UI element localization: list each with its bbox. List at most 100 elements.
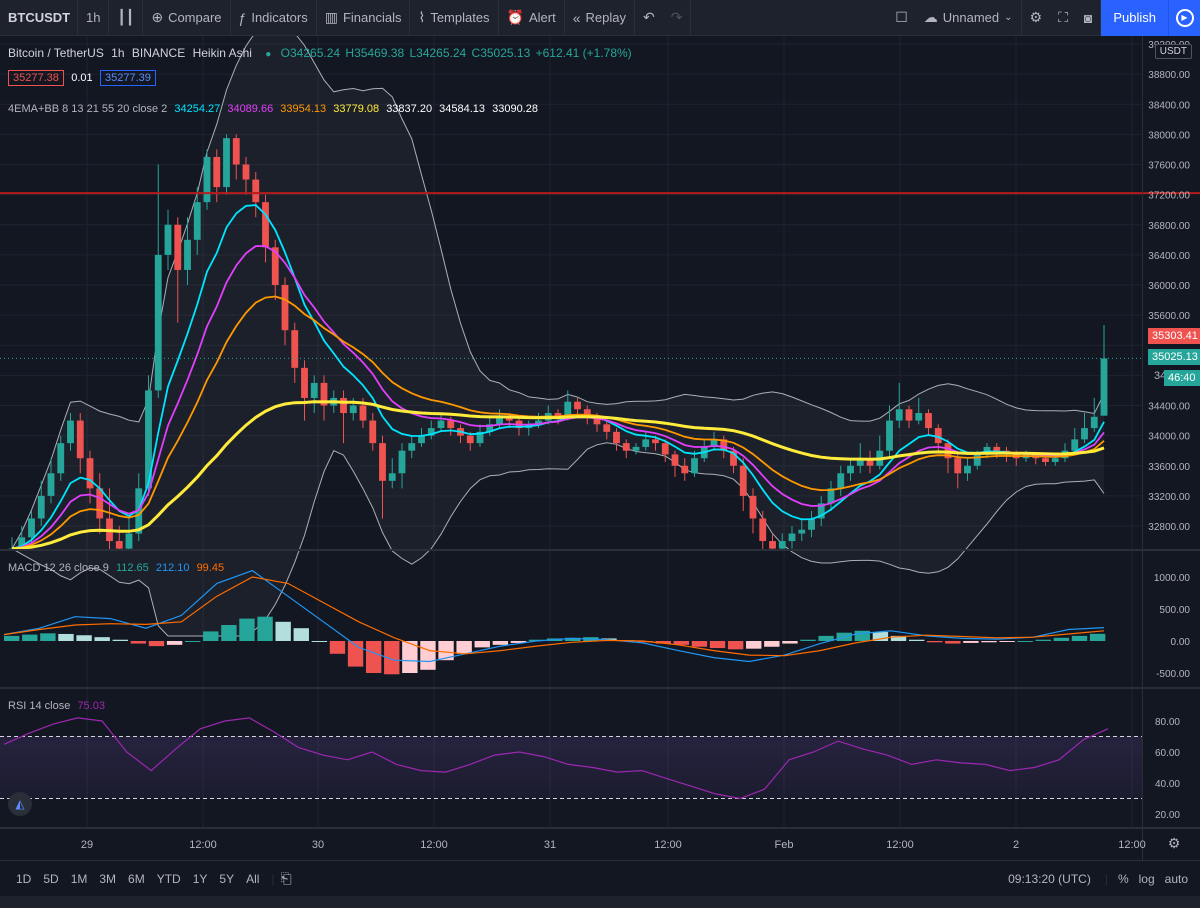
bar-chart-icon: ▥	[324, 9, 338, 25]
candle-body	[18, 537, 26, 549]
candle-body	[232, 138, 240, 165]
legend-interval: 1h	[111, 46, 125, 60]
replay-button[interactable]: « Replay	[565, 0, 635, 36]
range-all[interactable]: All	[246, 871, 260, 886]
candle-body	[184, 239, 191, 270]
macd-histogram-bar	[709, 641, 726, 649]
candle-body	[925, 413, 932, 429]
macd-line-value: 212.10	[155, 562, 190, 574]
ema-legend[interactable]: 4EMA+BB 8 13 21 55 20 close 2 34254.27 3…	[8, 103, 542, 115]
range-1y[interactable]: 1Y	[192, 871, 208, 886]
horizontal-line-37200[interactable]	[0, 192, 1200, 359]
compare-button[interactable]: ⊕ Compare	[143, 0, 231, 36]
redo-icon: ↷	[670, 9, 683, 25]
alert-button[interactable]: ⏰ Alert	[499, 0, 565, 36]
macd-histogram-bar	[890, 635, 907, 641]
macd-histogram-bar	[456, 641, 472, 654]
macd-histogram-bar	[22, 634, 38, 641]
square-icon: ☐	[895, 9, 908, 25]
financials-button[interactable]: ▥ Financials	[317, 0, 411, 36]
candle-body	[1090, 416, 1098, 429]
macd-histogram-bar	[655, 641, 671, 644]
candle-body	[349, 405, 357, 414]
goto-date-icon[interactable]: ⎗	[280, 870, 292, 886]
layout-menu-button[interactable]: ☁ Unnamed ⌄	[916, 0, 1022, 36]
range-5d[interactable]: 5D	[43, 871, 59, 886]
macd-histogram-bar	[203, 631, 219, 641]
undo-button[interactable]: ↶	[635, 0, 663, 36]
cloud-icon: ☁	[923, 9, 938, 25]
candle-body	[466, 435, 474, 444]
macd-histogram-bar	[166, 641, 183, 645]
indicators-button[interactable]: ƒ Indicators	[231, 0, 317, 36]
redo-button[interactable]: ↷	[663, 0, 692, 36]
percent-toggle[interactable]: %	[1117, 871, 1129, 886]
candle-body	[476, 431, 484, 444]
candle-body	[505, 416, 513, 421]
macd-histogram-bar	[492, 641, 509, 645]
pane-separators[interactable]	[0, 36, 1200, 860]
chart-style-button[interactable]: ┃┃	[109, 0, 144, 36]
symbol-search-button[interactable]: BTCUSDT	[0, 0, 78, 36]
candle-body	[1100, 358, 1108, 416]
publish-button[interactable]: Publish	[1101, 0, 1168, 36]
symbol-title[interactable]: Bitcoin / TetherUS	[8, 46, 104, 60]
rsi-legend[interactable]: RSI 14 close 75.03	[8, 700, 109, 712]
main-legend: Bitcoin / TetherUS 1h BINANCE Heikin Ash…	[8, 46, 636, 60]
bar-countdown-tag: 46:40	[1164, 370, 1200, 386]
range-5y[interactable]: 5Y	[219, 871, 235, 886]
price-tick-label: 38000.00	[1148, 130, 1190, 141]
bottom-panel-strip[interactable]	[0, 896, 1200, 908]
play-circle-icon: ▶	[1175, 8, 1194, 27]
range-ytd[interactable]: YTD	[156, 871, 181, 886]
macd-histogram-bar	[1035, 639, 1051, 641]
ema13-line	[11, 245, 1105, 550]
price-axis[interactable]: 39200.0038800.0038400.0038000.0037600.00…	[1148, 40, 1190, 821]
candle-body	[535, 420, 542, 425]
macd-histogram-bar	[800, 639, 816, 641]
time-tick-label: 2	[1013, 839, 1019, 851]
time-tick-label: 30	[312, 839, 324, 851]
publish-menu-button[interactable]: ▶	[1168, 0, 1200, 36]
top-toolbar: BTCUSDT 1h ┃┃ ⊕ Compare ƒ Indicators ▥ Fina…	[0, 0, 1200, 36]
currency-badge[interactable]: USDT	[1154, 44, 1192, 59]
partial-price-label: 34	[1154, 370, 1167, 382]
range-1m[interactable]: 1M	[70, 871, 88, 886]
templates-button[interactable]: ⌇ Templates	[410, 0, 499, 36]
candle-body	[57, 443, 65, 474]
range-1d[interactable]: 1D	[16, 871, 32, 886]
range-6m[interactable]: 6M	[128, 871, 145, 886]
last-price-tag: 35025.13	[1148, 349, 1200, 365]
auto-toggle[interactable]: auto	[1164, 871, 1188, 886]
fullscreen-button[interactable]: ⛶	[1050, 0, 1076, 36]
interval-button[interactable]: 1h	[78, 0, 110, 36]
candle-body	[1051, 458, 1059, 462]
price-tick-label: 35600.00	[1148, 311, 1190, 322]
candle-body	[340, 397, 347, 414]
bottom-toolbar: 1D 5D 1M 3M 6M YTD 1Y 5Y All | ⎗ 09:13:2…	[0, 860, 1200, 896]
macd-histogram-bar	[746, 641, 762, 649]
macd-indicator-label: MACD 12 26 close 9	[8, 562, 109, 574]
macd-histogram-bar	[4, 635, 20, 641]
buy-price-button[interactable]: 35277.39	[100, 70, 156, 86]
chart-canvas[interactable]: 39200.0038800.0038400.0038000.0037600.00…	[0, 36, 1200, 860]
sell-price-button[interactable]: 35277.38	[8, 70, 64, 86]
snapshot-button[interactable]: ◙	[1076, 0, 1102, 36]
bid-ask-legend: 35277.38 0.01 35277.39	[8, 70, 160, 86]
publish-label: Publish	[1113, 10, 1156, 25]
macd-tick-label: 500.00	[1159, 605, 1190, 616]
fullscreen-toggle[interactable]: ☐	[887, 0, 916, 36]
log-toggle[interactable]: log	[1138, 871, 1155, 886]
candle-body	[905, 409, 913, 421]
ema-indicator-label: 4EMA+BB 8 13 21 55 20 close 2	[8, 103, 168, 115]
macd-histogram-bar	[257, 616, 273, 641]
candle-body	[164, 224, 172, 255]
macd-legend[interactable]: MACD 12 26 close 9 112.65 212.10 99.45	[8, 562, 228, 574]
rsi-eye-icon[interactable]: ◭	[8, 792, 32, 816]
time-axis[interactable]: 29 12:00 30 12:00 31 12:00 Feb 12:00 2 12:00 ⚙	[81, 835, 1180, 851]
macd-histogram-bar	[1071, 635, 1088, 641]
range-3m[interactable]: 3M	[99, 871, 117, 886]
macd-histogram-bar	[1053, 637, 1070, 641]
utc-clock[interactable]: 09:13:20 (UTC)	[1008, 871, 1091, 886]
settings-button[interactable]: ⚙	[1022, 0, 1051, 36]
